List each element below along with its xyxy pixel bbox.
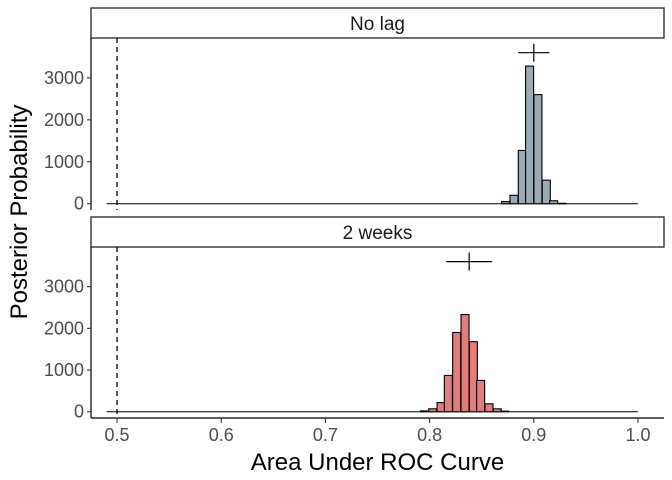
histogram-bar bbox=[501, 201, 511, 205]
histogram-bar bbox=[525, 65, 535, 205]
histogram-bar bbox=[460, 314, 470, 413]
y-tick-label: 2000 bbox=[44, 110, 84, 130]
x-axis-title: Area Under ROC Curve bbox=[251, 449, 504, 476]
y-tick-label: 0 bbox=[74, 194, 84, 214]
histogram-bar bbox=[476, 379, 486, 413]
histogram-bar bbox=[509, 194, 519, 205]
panel-no-lag: No lag 0 1000 2000 3000 bbox=[44, 7, 665, 214]
y-axis-title: Posterior Probability bbox=[6, 105, 33, 320]
y-tick-label: 2000 bbox=[44, 318, 84, 338]
x-tick-label: 0.7 bbox=[313, 425, 338, 445]
panel-2-weeks: 2 weeks 0 1000 2000 3000 bbox=[44, 216, 665, 422]
histogram-bar bbox=[492, 408, 502, 413]
x-tick-label: 1.0 bbox=[625, 425, 650, 445]
x-tick-label: 0.6 bbox=[209, 425, 234, 445]
y-tick-label: 3000 bbox=[44, 277, 84, 297]
histogram-bar bbox=[468, 341, 478, 413]
x-tick-label: 0.8 bbox=[417, 425, 442, 445]
y-tick-label: 3000 bbox=[44, 68, 84, 88]
histogram-bar bbox=[484, 403, 494, 413]
panel-strip bbox=[90, 216, 665, 248]
histogram-bar bbox=[419, 410, 429, 413]
y-tick-label: 1000 bbox=[44, 152, 84, 172]
y-tick-label: 0 bbox=[74, 402, 84, 422]
histogram-bar bbox=[533, 94, 543, 205]
y-tick-label: 1000 bbox=[44, 360, 84, 380]
histogram-bar bbox=[443, 374, 453, 413]
histogram-bar bbox=[549, 200, 559, 205]
histogram-bar bbox=[541, 179, 551, 205]
panel-strip-label: No lag bbox=[350, 14, 405, 35]
histogram-bar bbox=[428, 408, 438, 413]
x-tick-label: 0.5 bbox=[105, 425, 130, 445]
histogram-bar bbox=[452, 331, 462, 413]
histogram-bar bbox=[500, 410, 510, 413]
histogram-bar bbox=[557, 202, 567, 205]
panel-strip-label: 2 weeks bbox=[343, 223, 413, 244]
panel-strip bbox=[90, 7, 665, 39]
x-tick-label: 0.9 bbox=[521, 425, 546, 445]
